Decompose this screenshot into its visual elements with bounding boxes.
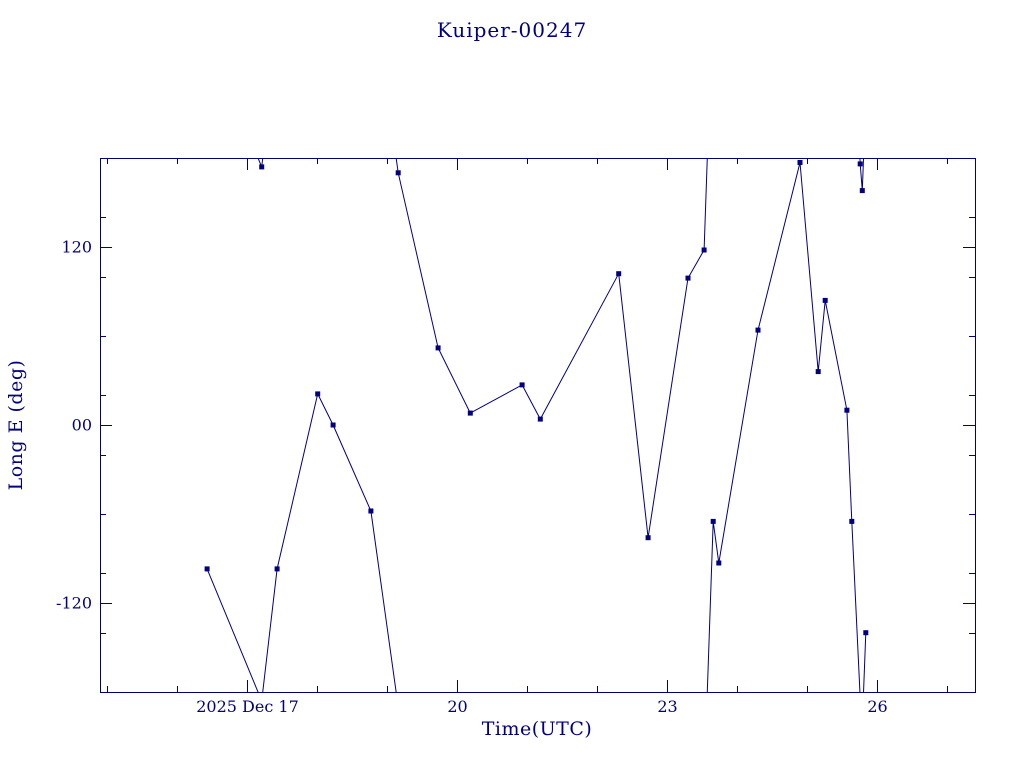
x-tick-label: 2025 Dec 17 <box>196 697 299 716</box>
x-axis-label: Time(UTC) <box>481 718 593 740</box>
x-tick-label: 26 <box>867 697 887 716</box>
data-point-marker <box>857 161 863 167</box>
data-point-marker <box>537 416 543 422</box>
y-tick-label: -120 <box>56 594 92 613</box>
x-tick-label: 20 <box>447 697 467 716</box>
data-point-marker <box>616 271 622 277</box>
data-point-marker <box>822 297 828 303</box>
y-tick-label: 00 <box>72 416 92 435</box>
data-point-marker <box>435 345 441 351</box>
data-point-marker <box>315 391 321 397</box>
data-point-marker <box>259 164 265 170</box>
data-point-marker <box>815 369 821 375</box>
data-point-marker <box>685 275 691 281</box>
data-point-marker <box>395 170 401 176</box>
data-point-marker <box>274 566 280 572</box>
data-point-marker <box>755 327 761 333</box>
x-tick-label: 23 <box>657 697 677 716</box>
data-point-marker <box>467 410 473 416</box>
data-point-marker <box>797 160 803 165</box>
y-tick-label: 120 <box>61 238 92 257</box>
data-point-marker <box>645 535 651 541</box>
data-point-marker <box>863 630 869 636</box>
data-point-marker <box>204 566 210 572</box>
data-point-marker <box>716 560 722 566</box>
data-point-marker <box>859 188 865 194</box>
data-point-marker <box>710 518 716 524</box>
data-point-marker <box>844 407 850 413</box>
data-point-marker <box>701 247 707 253</box>
data-line <box>206 158 867 692</box>
data-point-marker <box>368 508 374 514</box>
data-point-marker <box>519 382 525 388</box>
data-point-marker <box>330 422 336 428</box>
chart-title: Kuiper-00247 <box>436 18 588 42</box>
data-point-marker <box>849 518 855 524</box>
